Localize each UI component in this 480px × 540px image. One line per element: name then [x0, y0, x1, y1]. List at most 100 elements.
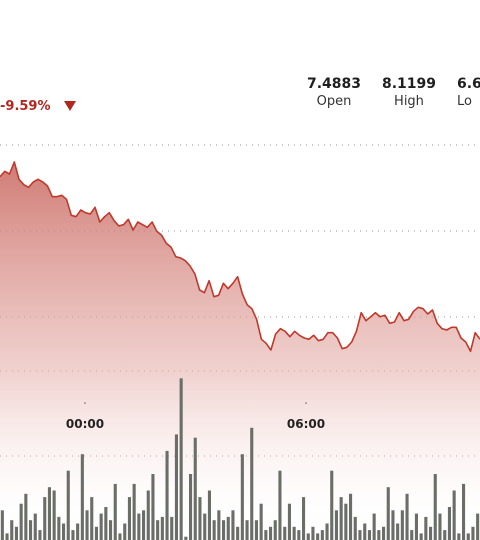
- volume-bar: [113, 483, 117, 540]
- x-axis-ticks: 00:00 06:00: [66, 402, 325, 431]
- volume-bar: [273, 520, 277, 540]
- volume-bar: [5, 533, 9, 540]
- low-label: Lo: [457, 94, 472, 109]
- volume-bar: [278, 470, 282, 540]
- volume-bar: [193, 437, 197, 540]
- volume-bar: [71, 530, 75, 540]
- volume-bar: [344, 503, 348, 540]
- volume-bar: [320, 530, 324, 540]
- volume-bar: [424, 516, 428, 540]
- volume-bar: [382, 526, 386, 540]
- volume-bar: [297, 530, 301, 540]
- volume-bar: [85, 510, 89, 540]
- volume-bar: [245, 520, 249, 540]
- volume-bar: [109, 520, 113, 540]
- volume-bar: [184, 536, 188, 540]
- change-percent: -9.59%: [0, 98, 51, 114]
- price-change: -9.59%: [0, 96, 76, 116]
- volume-bar: [47, 487, 51, 540]
- down-triangle-icon: [63, 101, 76, 111]
- volume-bar: [405, 493, 409, 540]
- volume-bar: [52, 490, 56, 540]
- volume-bar: [330, 470, 334, 540]
- volume-bar: [419, 533, 423, 540]
- volume-bar: [207, 490, 211, 540]
- volume-bar: [466, 533, 470, 540]
- x-tick-label: 00:00: [66, 417, 104, 431]
- volume-bar: [287, 503, 291, 540]
- volume-bar: [90, 497, 94, 540]
- volume-bar: [170, 516, 174, 540]
- volume-bar: [476, 513, 480, 540]
- volume-bar: [10, 520, 14, 540]
- volume-bar: [57, 516, 61, 540]
- volume-bar: [62, 523, 66, 540]
- volume-bar: [410, 530, 414, 540]
- volume-bar: [212, 520, 216, 540]
- volume-bar: [142, 510, 146, 540]
- volume-bar: [151, 474, 155, 540]
- volume-bar: [24, 493, 28, 540]
- volume-bar: [236, 526, 240, 540]
- stat-low: 6.64 Lo: [457, 76, 480, 109]
- volume-bar: [0, 510, 4, 540]
- volume-bar: [179, 378, 183, 540]
- volume-bar: [132, 483, 136, 540]
- volume-bar: [198, 497, 202, 540]
- volume-bar: [254, 520, 258, 540]
- volume-bar: [231, 510, 235, 540]
- volume-bar: [123, 523, 127, 540]
- stat-high: 8.1199 High: [381, 76, 437, 109]
- stat-open: 7.4883 Open: [306, 76, 362, 109]
- volume-bar: [311, 526, 315, 540]
- volume-bar: [174, 434, 178, 540]
- volume-bar: [283, 526, 287, 540]
- x-tick-marker: [305, 402, 307, 404]
- volume-bar: [443, 530, 447, 540]
- volume-bar: [414, 513, 418, 540]
- x-tick-label: 06:00: [287, 417, 325, 431]
- volume-bar: [165, 450, 169, 540]
- volume-bar: [377, 530, 381, 540]
- volume-bar: [391, 510, 395, 540]
- open-label: Open: [316, 94, 352, 109]
- volume-bar: [471, 526, 475, 540]
- volume-bar: [462, 483, 466, 540]
- volume-bar: [156, 520, 160, 540]
- high-value: 8.1199: [381, 76, 437, 92]
- volume-bar: [203, 513, 207, 540]
- volume-bar: [19, 503, 23, 540]
- volume-bar: [264, 530, 268, 540]
- volume-bar: [66, 470, 70, 540]
- volume-bar: [269, 526, 273, 540]
- volume-bar: [302, 497, 306, 540]
- volume-bar: [339, 497, 343, 540]
- volume-bar: [29, 520, 33, 540]
- volume-bar: [367, 530, 371, 540]
- volume-bar: [189, 474, 193, 540]
- volume-bar: [226, 516, 230, 540]
- volume-bar: [433, 474, 437, 540]
- volume-bar: [80, 454, 84, 540]
- volume-bar: [137, 513, 141, 540]
- high-label: High: [394, 94, 424, 109]
- volume-bar: [222, 520, 226, 540]
- volume-bar: [250, 427, 254, 540]
- volume-bar: [118, 533, 122, 540]
- low-value: 6.64: [457, 76, 480, 92]
- volume-bar: [160, 516, 164, 540]
- volume-bar: [94, 526, 98, 540]
- volume-bar: [400, 510, 404, 540]
- volume-bars: [0, 378, 480, 540]
- volume-bar: [457, 533, 461, 540]
- volume-bar: [386, 487, 390, 540]
- volume-bar: [358, 530, 362, 540]
- volume-bar: [14, 526, 18, 540]
- volume-bar: [127, 497, 131, 540]
- volume-bar: [99, 513, 103, 540]
- volume-bar: [334, 510, 338, 540]
- volume-bar: [240, 454, 244, 540]
- volume-bar: [316, 533, 320, 540]
- volume-bar: [104, 507, 108, 540]
